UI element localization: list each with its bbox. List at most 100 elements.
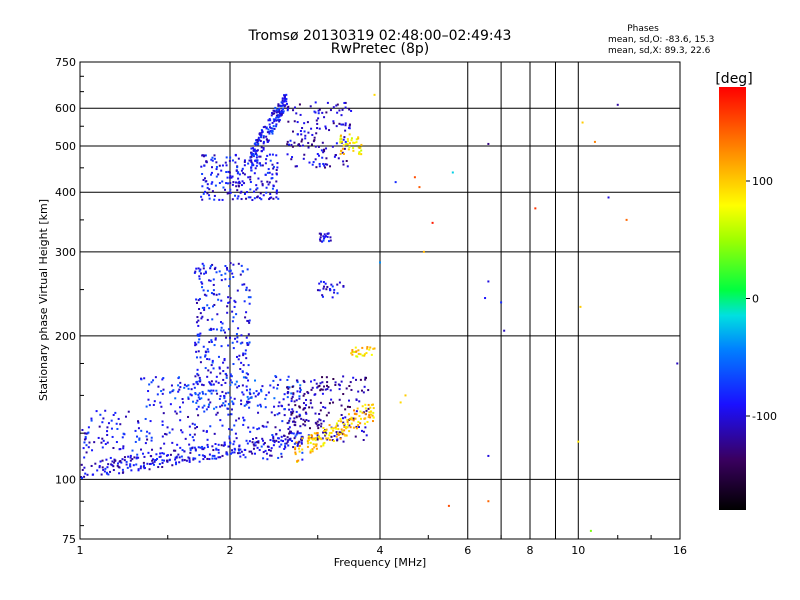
data-point [263,125,266,128]
data-point [308,427,311,430]
data-point [161,420,164,423]
data-point [272,437,275,440]
data-point [122,447,125,450]
data-point [189,447,192,450]
data-point [188,459,191,462]
data-point [345,425,348,428]
data-point [229,374,232,377]
data-point [288,432,291,435]
data-point [84,472,87,475]
data-point [238,452,241,455]
data-point [194,448,197,451]
data-point [194,270,197,273]
data-point [206,358,209,361]
data-point [323,164,326,167]
data-point [350,139,353,142]
colorbar [719,87,746,510]
data-point [304,420,307,423]
data-point [155,459,158,462]
data-point [109,470,112,473]
data-point [354,435,357,438]
data-point [278,118,281,121]
data-point [372,347,375,350]
data-point [245,385,248,388]
data-point [145,435,148,438]
data-point [101,459,104,462]
data-point [316,420,319,423]
data-point [208,194,211,197]
data-point [225,156,228,159]
data-point [217,456,220,459]
data-point [245,403,248,406]
data-point [151,462,154,465]
data-point [270,127,273,130]
data-point [325,111,328,114]
data-point [327,240,330,243]
data-point [145,405,148,408]
data-point [98,425,101,428]
data-point [161,452,164,455]
data-point [204,154,207,157]
data-point [85,451,88,454]
data-point [293,417,296,420]
data-point [295,165,298,168]
data-point [301,127,304,130]
data-point [247,162,250,165]
data-point [334,426,337,429]
data-point [132,464,135,467]
data-point [325,414,328,417]
data-point [252,447,255,450]
data-point [264,397,267,400]
data-point [367,389,370,392]
data-point [104,409,107,412]
data-point [243,192,246,195]
data-point [204,270,207,273]
data-point [290,432,293,435]
data-point [244,376,247,379]
data-point [353,141,356,144]
x-tick-label: 8 [527,544,534,557]
data-point [255,390,258,393]
data-point [235,313,238,316]
data-point [348,430,351,433]
data-point [231,272,234,275]
data-point [120,461,123,464]
data-point [159,452,162,455]
data-point [193,271,196,274]
chart-subtitle: RwPretec (8p) [331,41,429,57]
data-point [209,265,212,268]
y-tick-label: 75 [62,533,76,546]
data-point [259,139,262,142]
data-point [225,171,228,174]
data-point [290,413,293,416]
data-point [228,402,231,405]
data-point [222,444,225,447]
data-point [195,267,198,270]
data-point [286,143,289,146]
data-point [294,446,297,449]
data-point [311,163,314,166]
data-point [332,120,335,123]
data-point [360,153,363,156]
data-point [187,396,190,399]
data-point [299,388,302,391]
data-point [303,407,306,410]
data-point [358,151,361,154]
data-point [231,449,234,452]
data-point [122,432,125,435]
data-point [242,376,245,379]
data-point [339,152,342,155]
data-point [332,106,335,109]
data-point [352,417,355,420]
data-point [101,446,104,449]
data-point [258,132,261,135]
data-point [211,457,214,460]
data-point [229,191,232,194]
data-point [311,406,314,409]
data-point [315,422,318,425]
data-point [208,458,211,461]
data-point [337,157,340,160]
data-point [373,347,376,350]
data-point [143,464,146,467]
data-point [350,422,353,425]
